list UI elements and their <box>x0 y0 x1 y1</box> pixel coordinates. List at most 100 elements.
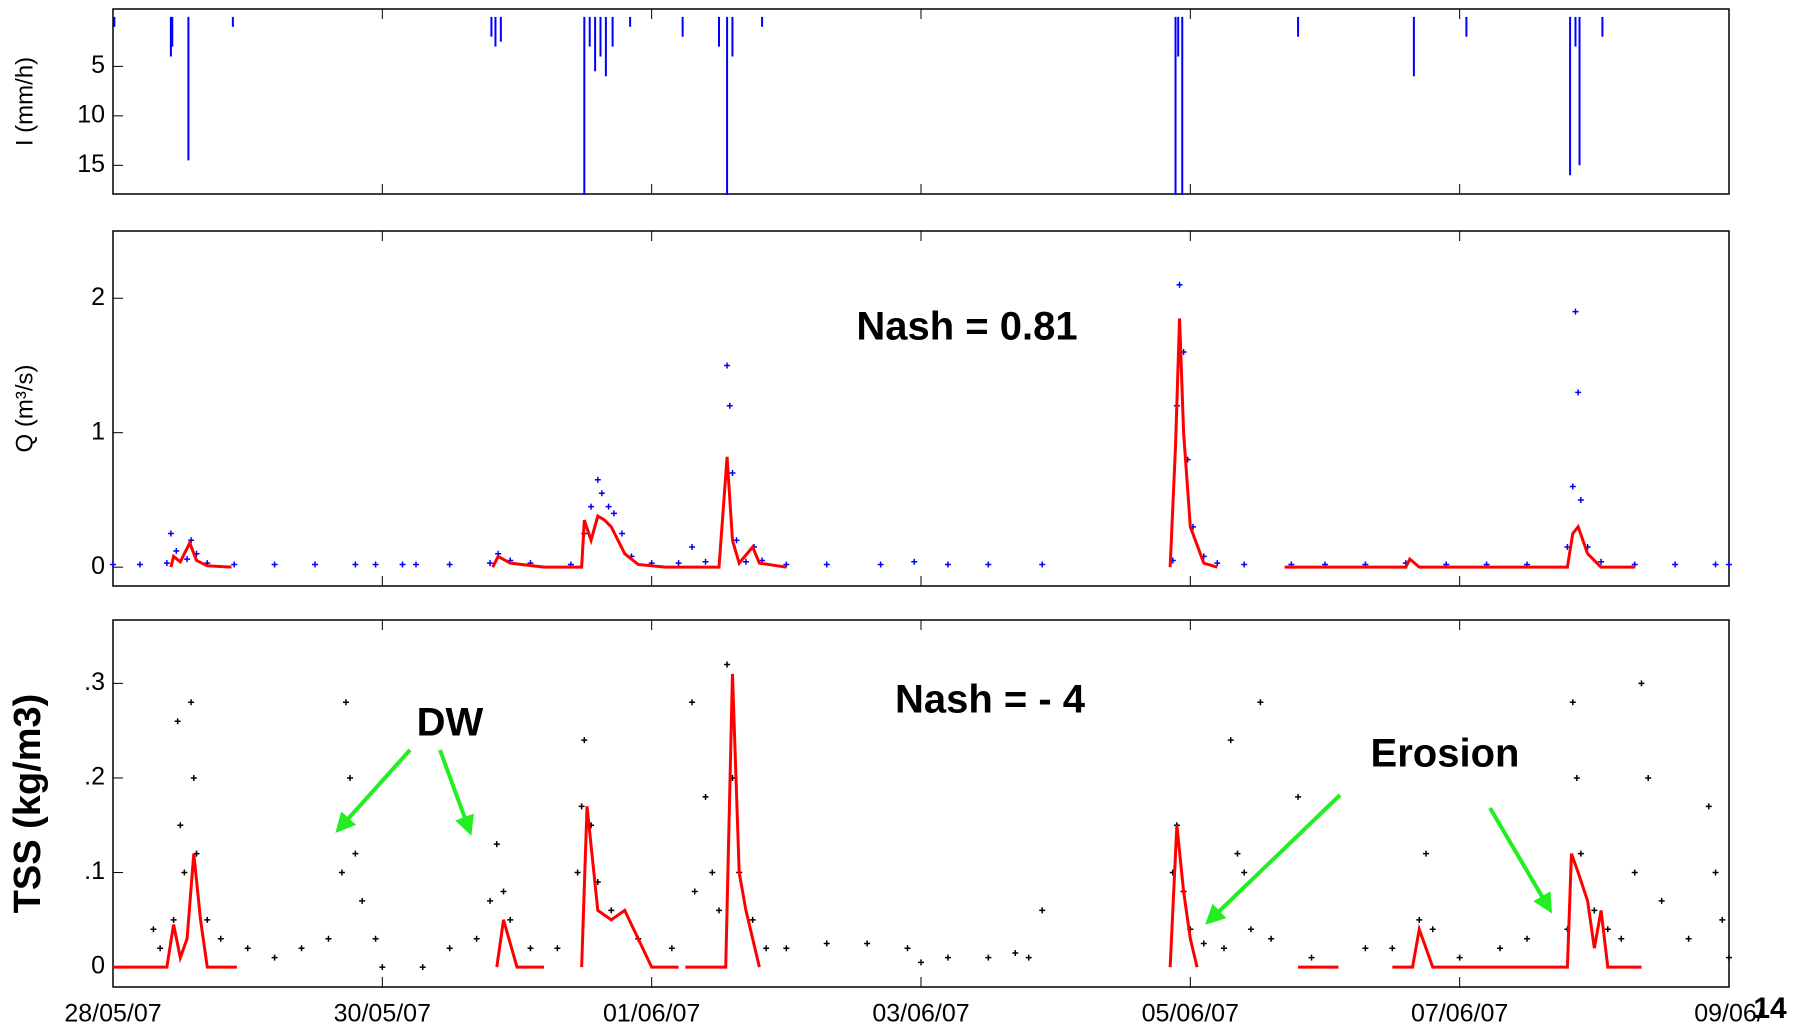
marker <box>298 945 305 952</box>
arrow <box>335 748 412 833</box>
line <box>169 318 1635 569</box>
arrow <box>1488 806 1553 914</box>
marker <box>1214 560 1221 567</box>
marker <box>619 530 626 537</box>
marker <box>170 916 177 923</box>
marker <box>217 935 224 942</box>
marker <box>944 954 951 961</box>
marker <box>574 869 581 876</box>
marker <box>174 718 181 725</box>
marker <box>691 888 698 895</box>
marker <box>181 869 188 876</box>
marker <box>578 803 585 810</box>
marker <box>726 402 733 409</box>
marker <box>347 774 354 781</box>
marker <box>864 940 871 947</box>
panel: 5 10 15 I (mm/h) <box>11 8 1730 195</box>
marker <box>1234 850 1241 857</box>
annotation: DW <box>417 701 484 745</box>
marker <box>359 897 366 904</box>
marker <box>271 561 278 568</box>
marker <box>188 537 195 544</box>
marker <box>1577 496 1584 503</box>
arrow <box>438 749 474 836</box>
marker <box>689 544 696 551</box>
marker <box>379 964 386 971</box>
annotation: Nash = 0.81 <box>856 305 1077 349</box>
marker <box>167 530 174 537</box>
marker <box>1221 945 1227 952</box>
y-axis-label: TSS (kg/m3) <box>7 694 49 914</box>
marker <box>904 945 911 952</box>
x-tick-label: 30/05/07 <box>334 1000 431 1028</box>
marker <box>985 561 992 568</box>
marker <box>244 945 251 952</box>
marker <box>608 907 615 914</box>
marker <box>1241 561 1248 568</box>
y-tick-label: 1 <box>91 417 105 445</box>
plot-frame <box>112 619 1730 988</box>
marker <box>1591 907 1598 914</box>
marker <box>675 560 682 567</box>
marker <box>1268 935 1275 942</box>
panel: 0 1 2 Q (m³/s) Nash = 0.81 <box>11 230 1732 587</box>
y-tick-label: 10 <box>77 100 105 128</box>
marker <box>554 945 561 952</box>
marker <box>594 476 601 483</box>
x-tick-label: 09/06/ <box>1694 1000 1764 1028</box>
y-tick-label: 0 <box>91 552 105 580</box>
marker <box>500 888 507 895</box>
marker <box>231 561 238 568</box>
marker <box>1712 869 1719 876</box>
marker <box>493 841 500 848</box>
marker <box>1416 916 1423 923</box>
marker <box>823 940 830 947</box>
y-tick-label: 0 <box>91 952 105 980</box>
marker <box>763 945 770 952</box>
marker <box>689 699 696 706</box>
marker <box>352 850 359 857</box>
marker <box>190 774 197 781</box>
y-tick-label: 15 <box>77 150 105 178</box>
marker <box>1039 907 1046 914</box>
plot-frame <box>112 8 1730 195</box>
marker <box>668 945 675 952</box>
marker <box>271 954 278 961</box>
marker <box>446 561 453 568</box>
marker <box>399 561 406 568</box>
marker <box>1389 945 1396 952</box>
marker <box>1362 945 1369 952</box>
marker <box>1726 561 1732 568</box>
plot-area <box>110 281 1732 569</box>
marker <box>709 869 716 876</box>
marker <box>742 558 749 565</box>
marker <box>1598 558 1605 565</box>
y-tick-label: .1 <box>84 857 105 885</box>
marker <box>1012 949 1019 956</box>
marker <box>507 916 514 923</box>
annotation: Erosion <box>1371 732 1520 776</box>
marker <box>1572 308 1579 315</box>
marker <box>1658 897 1665 904</box>
plot-frame <box>112 230 1730 587</box>
marker <box>1712 561 1719 568</box>
marker <box>1497 945 1504 952</box>
line <box>113 673 1642 969</box>
marker <box>338 869 345 876</box>
marker <box>1726 954 1732 961</box>
marker <box>1577 850 1584 857</box>
marker <box>1618 935 1625 942</box>
plot-area <box>113 661 1732 971</box>
marker <box>1569 483 1576 490</box>
marker <box>702 558 709 565</box>
marker <box>157 945 164 952</box>
marker <box>724 362 731 369</box>
marker <box>724 661 731 668</box>
marker <box>1685 935 1692 942</box>
marker <box>419 964 426 971</box>
arrow <box>1205 793 1342 925</box>
annotation: Nash = - 4 <box>895 678 1086 722</box>
marker <box>184 556 191 563</box>
marker <box>610 510 617 517</box>
marker <box>1247 926 1254 933</box>
